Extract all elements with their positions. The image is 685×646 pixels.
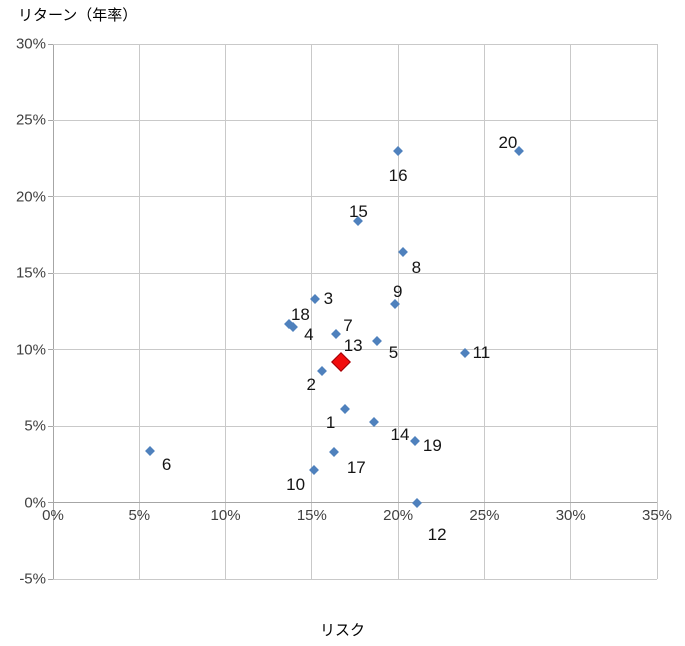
- x-tick-label-0%: 0%: [42, 507, 64, 524]
- gridline-y-5%: [53, 425, 657, 427]
- x-tick-label-5%: 5%: [128, 507, 151, 524]
- data-point-label-3: 3: [323, 289, 334, 309]
- gridline-y-0%: [53, 502, 657, 504]
- data-point-label-4: 4: [304, 324, 314, 344]
- data-point-label-11: 11: [472, 342, 491, 362]
- y-axis-tick-20%: [48, 196, 53, 198]
- gridline-x-15%: [311, 44, 313, 579]
- x-tick-label-15%: 15%: [296, 507, 327, 524]
- data-point-6[interactable]: [144, 445, 155, 456]
- data-point-10[interactable]: [308, 465, 319, 476]
- x-tick-label-25%: 25%: [469, 507, 500, 524]
- gridline-y-20%: [53, 196, 657, 198]
- y-tick-label-25%: 25%: [15, 111, 46, 129]
- data-point-label-18: 18: [290, 304, 310, 324]
- y-axis-tick-15%: [48, 272, 53, 274]
- gridline-x-35%: [656, 44, 658, 579]
- y-tick-label--5%: -5%: [19, 570, 46, 588]
- gridline-y-30%: [53, 43, 657, 45]
- y-tick-label-0%: 0%: [24, 494, 46, 512]
- y-tick-label-15%: 15%: [15, 264, 46, 282]
- y-axis-tick-5%: [48, 425, 53, 427]
- data-point-label-17: 17: [346, 458, 366, 478]
- data-point-label-6: 6: [161, 454, 172, 474]
- data-point-label-5: 5: [388, 342, 399, 362]
- y-tick-label-10%: 10%: [15, 341, 46, 359]
- data-point-label-1: 1: [325, 413, 336, 433]
- data-point-17[interactable]: [329, 447, 340, 458]
- data-point-19[interactable]: [410, 436, 421, 447]
- data-point-label-19: 19: [422, 436, 442, 456]
- data-point-1[interactable]: [339, 404, 350, 415]
- gridline-y-10%: [53, 349, 657, 351]
- y-axis-tick-10%: [48, 349, 53, 351]
- data-point-label-2: 2: [306, 375, 316, 395]
- data-point-label-7: 7: [343, 316, 353, 336]
- gridline-y--5%: [53, 578, 657, 580]
- data-point-7[interactable]: [331, 329, 341, 340]
- data-point-label-10: 10: [286, 475, 306, 495]
- y-tick-label-5%: 5%: [24, 417, 46, 435]
- x-tick-label-30%: 30%: [555, 507, 586, 524]
- data-point-5[interactable]: [372, 335, 383, 346]
- data-point-label-13: 13: [343, 335, 363, 355]
- data-point-label-20: 20: [498, 133, 518, 152]
- y-axis-tick-25%: [48, 119, 53, 121]
- data-point-label-9: 9: [392, 281, 403, 301]
- gridline-x-25%: [483, 44, 485, 579]
- data-point-label-8: 8: [411, 257, 422, 277]
- y-axis-tick-30%: [48, 43, 53, 45]
- data-point-label-15: 15: [348, 202, 368, 222]
- gridline-x-30%: [570, 44, 572, 579]
- y-tick-label-20%: 20%: [15, 188, 46, 206]
- y-tick-label-30%: 30%: [15, 35, 46, 53]
- x-tick-label-10%: 10%: [210, 507, 241, 524]
- data-point-16[interactable]: [393, 146, 404, 156]
- data-point-label-14: 14: [390, 424, 410, 444]
- x-tick-label-20%: 20%: [383, 507, 414, 524]
- gridline-x-0%: [52, 44, 54, 579]
- y-axis-tick-0%: [48, 502, 53, 504]
- x-axis-title: リスク: [319, 622, 365, 639]
- gridline-x-5%: [138, 44, 140, 579]
- data-point-12[interactable]: [412, 497, 423, 508]
- gridline-x-10%: [225, 44, 227, 579]
- gridline-x-20%: [397, 44, 399, 579]
- x-tick-label-35%: 35%: [641, 507, 673, 524]
- y-axis-tick--5%: [48, 578, 53, 580]
- gridline-y-15%: [53, 272, 657, 274]
- data-point-label-12: 12: [427, 524, 447, 544]
- gridline-y-25%: [53, 119, 657, 121]
- data-point-8[interactable]: [398, 246, 409, 257]
- y-axis-title: リターン（年率）: [18, 7, 138, 24]
- data-point-2[interactable]: [317, 366, 328, 377]
- data-point-label-16: 16: [388, 166, 408, 185]
